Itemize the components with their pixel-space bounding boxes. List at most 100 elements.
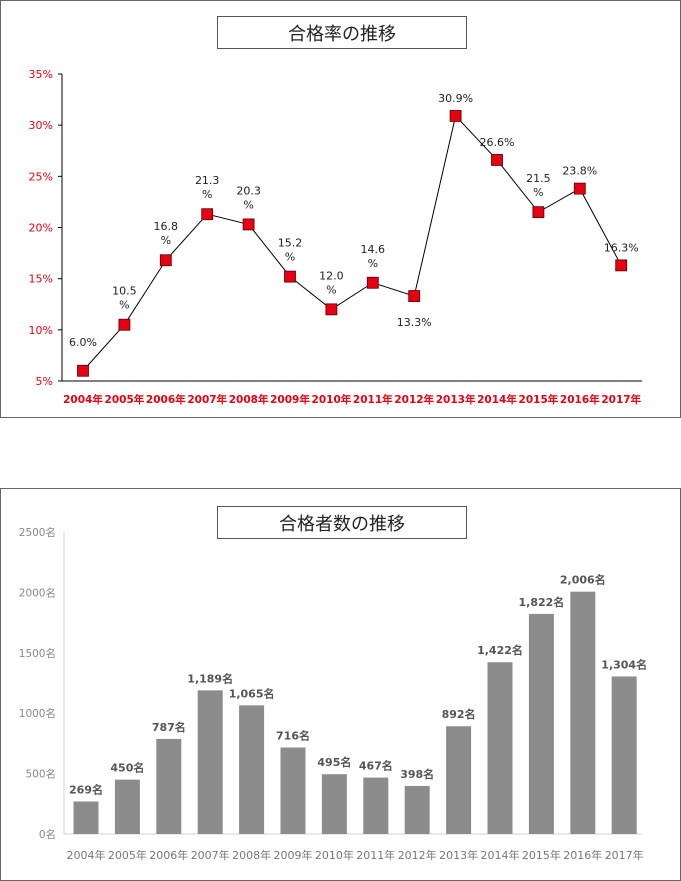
y-tick-label: 25% bbox=[29, 170, 53, 183]
data-point bbox=[573, 182, 586, 195]
data-label: 30.9% bbox=[438, 92, 473, 105]
bar bbox=[363, 777, 389, 834]
data-label: 6.0% bbox=[69, 336, 97, 349]
y-tick-label: 30% bbox=[29, 119, 53, 132]
x-tick-label: 2011年 bbox=[356, 848, 395, 862]
data-label: 787名 bbox=[152, 720, 186, 734]
x-tick-label: 2009年 bbox=[274, 848, 313, 862]
data-label: 467名 bbox=[359, 759, 393, 773]
data-label: 716名 bbox=[276, 729, 310, 743]
passers-chart-title: 合格者数の推移 bbox=[217, 506, 467, 539]
data-label: 12.0% bbox=[319, 269, 344, 296]
data-label: 20.3% bbox=[236, 184, 261, 211]
x-tick-label: 2010年 bbox=[312, 393, 352, 406]
data-label: 2,006名 bbox=[560, 573, 606, 587]
data-label: 269名 bbox=[69, 783, 103, 797]
passers-chart-panel: 合格者数の推移 0名 500名 1000名 1500名 2000名 2500名 269名 20… bbox=[0, 488, 681, 881]
data-label: 495名 bbox=[317, 755, 351, 769]
x-tick-label: 2006年 bbox=[149, 848, 188, 862]
data-label: 26.6% bbox=[480, 136, 515, 149]
x-tick-label: 2016年 bbox=[560, 393, 600, 406]
y-tick-label: 5% bbox=[36, 375, 53, 388]
x-tick-label: 2005年 bbox=[108, 848, 147, 862]
bar bbox=[528, 613, 554, 834]
x-tick-label: 2014年 bbox=[481, 848, 520, 862]
pass-rate-chart-panel: 合格率の推移 5% 10% 15% 20% 25% 30% 35% 6.0% 2004年 10.5… bbox=[0, 0, 681, 418]
data-point bbox=[532, 206, 545, 219]
data-label: 16.3% bbox=[604, 241, 639, 254]
data-label: 23.8% bbox=[562, 165, 597, 178]
bar bbox=[156, 738, 182, 834]
x-tick-label: 2013年 bbox=[436, 393, 476, 406]
data-label: 1,422名 bbox=[477, 643, 523, 657]
data-point bbox=[77, 364, 89, 377]
bar bbox=[114, 779, 140, 834]
data-label: 1,189名 bbox=[187, 671, 233, 685]
x-tick-label: 2012年 bbox=[398, 848, 437, 862]
data-point bbox=[284, 270, 296, 283]
data-point bbox=[159, 254, 172, 267]
y-tick-label: 1500名 bbox=[19, 647, 56, 660]
x-tick-label: 2015年 bbox=[519, 393, 559, 406]
pass-rate-chart-title: 合格率の推移 bbox=[217, 16, 467, 49]
x-tick-label: 2007年 bbox=[191, 848, 230, 862]
y-tick-label: 10% bbox=[29, 324, 53, 337]
bar bbox=[487, 662, 513, 834]
bar bbox=[446, 726, 472, 834]
x-tick-label: 2012年 bbox=[394, 393, 434, 406]
data-label: 16.8% bbox=[154, 220, 179, 247]
y-tick-label: 2000名 bbox=[19, 586, 56, 599]
bar bbox=[73, 801, 99, 834]
bar bbox=[611, 676, 637, 834]
y-tick-label: 35% bbox=[29, 68, 53, 81]
x-tick-label: 2009年 bbox=[270, 393, 310, 406]
data-point bbox=[491, 154, 503, 166]
x-tick-label: 2010年 bbox=[315, 848, 354, 862]
bar bbox=[280, 747, 306, 834]
x-tick-label: 2017年 bbox=[605, 848, 644, 862]
y-tick-label: 500名 bbox=[25, 768, 56, 781]
passers-chart: 0名 500名 1000名 1500名 2000名 2500名 269名 2004年 450名 2… bbox=[19, 526, 647, 862]
data-point bbox=[325, 303, 338, 316]
x-tick-label: 2014年 bbox=[477, 393, 517, 406]
x-tick-label: 2005年 bbox=[105, 393, 145, 406]
data-point bbox=[408, 290, 421, 302]
y-tick-label: 1000名 bbox=[19, 707, 56, 720]
pass-rate-chart: 5% 10% 15% 20% 25% 30% 35% 6.0% 2004年 10.5 % 2005年 1… bbox=[29, 68, 642, 406]
x-tick-label: 2007年 bbox=[187, 393, 227, 406]
data-point bbox=[201, 208, 214, 221]
data-label: 13.3% bbox=[397, 316, 432, 329]
bar bbox=[570, 591, 596, 834]
bar bbox=[197, 690, 223, 834]
data-point bbox=[449, 110, 462, 122]
data-point bbox=[366, 276, 379, 289]
y-tick-label: 15% bbox=[29, 273, 53, 286]
data-label: 398名 bbox=[400, 767, 434, 781]
x-tick-label: 2017年 bbox=[601, 393, 641, 406]
x-tick-label: 2008年 bbox=[232, 848, 271, 862]
data-label: 450名 bbox=[110, 761, 144, 775]
data-label: 1,304名 bbox=[601, 657, 647, 671]
y-tick-label: 0名 bbox=[39, 828, 56, 841]
x-tick-label: 2008年 bbox=[229, 393, 269, 406]
data-point bbox=[118, 318, 131, 331]
x-tick-label: 2013年 bbox=[439, 848, 478, 862]
data-label: 21.3% bbox=[195, 174, 220, 201]
series-line bbox=[82, 114, 622, 372]
data-label: 21.5% bbox=[526, 172, 551, 199]
x-tick-label: 2011年 bbox=[353, 393, 393, 406]
x-tick-label: 2015年 bbox=[522, 848, 561, 862]
data-label: 1,822名 bbox=[519, 595, 565, 609]
data-label: 892名 bbox=[442, 707, 476, 721]
data-point bbox=[242, 218, 255, 231]
bar bbox=[239, 705, 265, 834]
y-tick-label: 2500名 bbox=[19, 526, 56, 539]
bar bbox=[321, 774, 347, 834]
x-tick-label: 2004年 bbox=[67, 848, 106, 862]
data-label: 1,065名 bbox=[229, 686, 275, 700]
y-tick-label: 20% bbox=[29, 222, 53, 235]
bar bbox=[404, 785, 430, 834]
x-tick-label: 2006年 bbox=[146, 393, 186, 406]
data-point bbox=[615, 259, 628, 272]
x-tick-label: 2004年 bbox=[63, 393, 103, 406]
